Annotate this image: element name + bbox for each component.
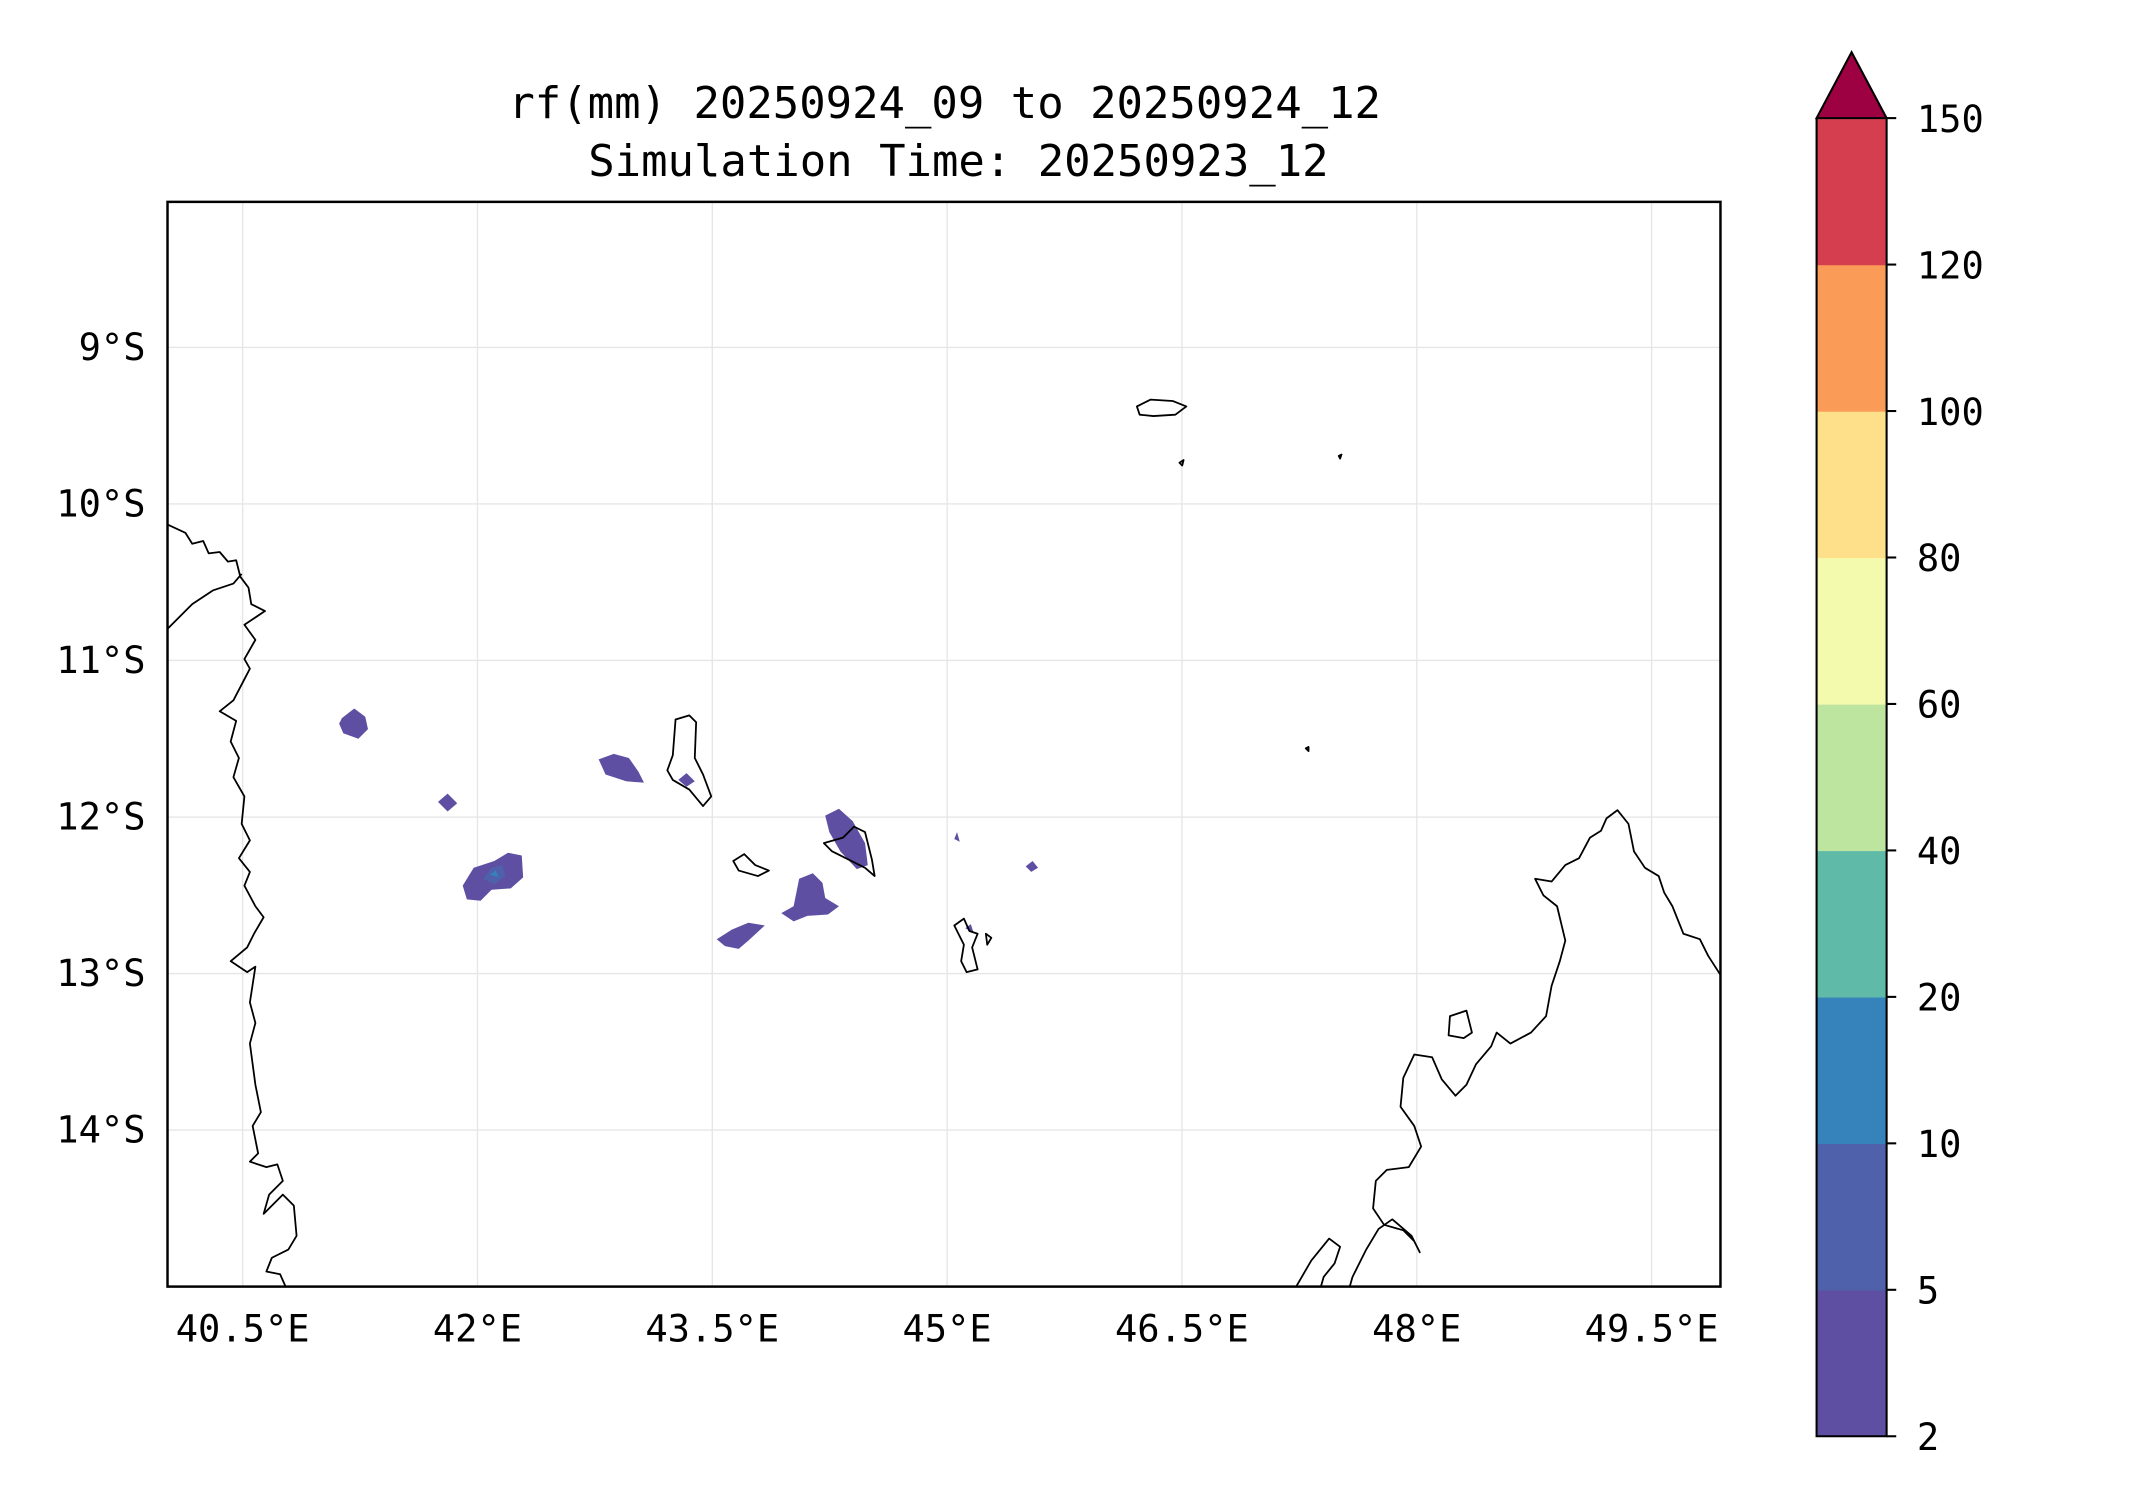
colorbar-tick-label: 5	[1917, 1270, 1939, 1313]
colorbar-extend-arrow	[1814, 50, 1889, 120]
rain-area	[716, 922, 765, 949]
x-tick-label: 43.5°E	[645, 1308, 779, 1351]
coastline-africa	[167, 523, 298, 1287]
rain-area	[825, 808, 868, 870]
colorbar-tick-label: 60	[1917, 684, 1962, 727]
rain-area	[438, 793, 458, 812]
coastline-anjouan	[822, 825, 876, 877]
x-tick-label: 40.5°E	[176, 1308, 310, 1351]
colorbar-segment	[1816, 264, 1887, 412]
colorbar-segment	[1816, 1289, 1887, 1437]
coastline-madagascar-west	[1295, 1237, 1342, 1287]
colorbar-tick-label: 20	[1917, 977, 1962, 1020]
colorbar-segment	[1816, 557, 1887, 705]
coastline-grande-comore	[666, 714, 713, 807]
plot-frame	[166, 200, 1722, 1288]
coastline-mayotte	[953, 917, 993, 974]
rain-area	[781, 873, 839, 922]
chart-title: rf(mm) 20250924_09 to 20250924_12	[508, 78, 1381, 129]
gridlines	[167, 201, 1721, 1287]
x-tick-label: 48°E	[1372, 1308, 1461, 1351]
colorbar-frame	[1815, 118, 1888, 1438]
colorbar-segment	[1816, 1143, 1887, 1291]
y-tick-label: 9°S	[79, 326, 146, 369]
chart-subtitle: Simulation Time: 20250923_12	[588, 136, 1328, 187]
colorbar-tick-label: 120	[1917, 244, 1984, 287]
colorbar: 2 5 10 20 40 60 80 100 120 150	[1814, 50, 1984, 1459]
coastline-islet	[1178, 453, 1343, 752]
y-tick-label: 13°S	[56, 952, 145, 995]
rain-area	[339, 708, 368, 739]
coastlines	[167, 398, 1721, 1287]
coastline-moheli	[732, 853, 770, 877]
y-axis: 9°S 10°S 11°S 12°S 13°S 14°S	[56, 326, 145, 1152]
coastline-nosy-be	[1447, 1009, 1473, 1039]
colorbar-segment	[1816, 996, 1887, 1145]
coastline-aldabra	[1136, 398, 1188, 417]
colorbar-tick-label: 10	[1917, 1123, 1962, 1166]
colorbar-tick-label: 100	[1917, 391, 1984, 434]
colorbar-segment	[1816, 118, 1887, 266]
colorbar-segment	[1816, 411, 1887, 559]
x-axis: 40.5°E 42°E 43.5°E 45°E 46.5°E 48°E 49.5°E	[176, 1308, 1719, 1351]
rain-area	[965, 924, 974, 933]
colorbar-segment	[1816, 850, 1887, 998]
coastline-madagascar	[1348, 809, 1721, 1287]
x-tick-label: 45°E	[902, 1308, 991, 1351]
x-tick-label: 49.5°E	[1585, 1308, 1719, 1351]
y-tick-label: 11°S	[56, 639, 145, 682]
x-tick-label: 42°E	[433, 1308, 522, 1351]
rain-area	[598, 753, 644, 783]
x-tick-label: 46.5°E	[1115, 1308, 1249, 1351]
colorbar-segment	[1816, 703, 1887, 852]
rain-area	[1025, 860, 1039, 872]
y-tick-label: 12°S	[56, 795, 145, 838]
colorbar-tick-label: 40	[1917, 830, 1962, 873]
colorbar-tick-label: 150	[1917, 98, 1984, 141]
rain-area	[954, 832, 960, 842]
rain-area	[490, 870, 499, 878]
y-tick-label: 10°S	[56, 482, 145, 525]
colorbar-tick-label: 2	[1917, 1416, 1939, 1459]
y-tick-label: 14°S	[56, 1108, 145, 1151]
rainfall-contours	[339, 708, 1039, 949]
colorbar-tick-label: 80	[1917, 537, 1962, 580]
coastline-africa-north	[167, 573, 243, 630]
